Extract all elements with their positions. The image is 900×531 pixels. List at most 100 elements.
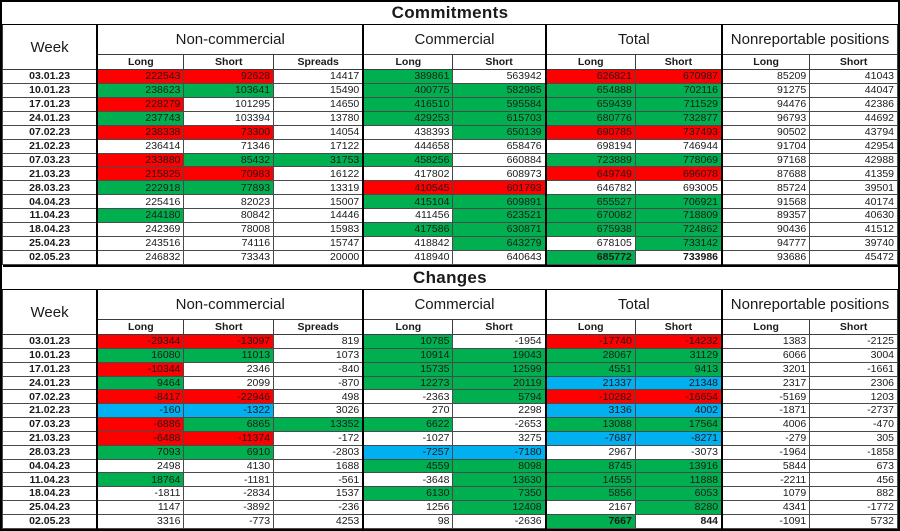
- value-cell: 389861: [362, 69, 454, 84]
- value-cell: 13630: [452, 472, 547, 488]
- value-cell: 236414: [96, 138, 185, 154]
- value-cell: -2636: [452, 513, 547, 530]
- value-cell: 8098: [452, 458, 547, 474]
- week-cell: 17.01.23: [2, 96, 99, 112]
- value-cell: 723889: [544, 152, 636, 168]
- table-row: 04.04.23 2498 4130 1688 4559 8098 8745 13916 584…: [2, 458, 898, 474]
- value-cell: 90502: [721, 124, 811, 140]
- value-cell: 5856: [544, 486, 636, 502]
- value-cell: 41512: [809, 222, 898, 238]
- value-cell: 73343: [183, 249, 275, 266]
- value-cell: 39740: [809, 236, 898, 251]
- week-cell: 24.01.23: [2, 110, 99, 126]
- value-cell: 418842: [362, 236, 454, 251]
- value-cell: 696078: [634, 166, 723, 182]
- value-cell: -279: [721, 430, 811, 446]
- value-cell: 2306: [809, 375, 898, 391]
- week-column-header: Week: [2, 289, 99, 335]
- value-cell: 1147: [96, 500, 185, 515]
- value-cell: -3073: [634, 444, 723, 460]
- value-cell: 13088: [544, 417, 636, 432]
- value-cell: 670082: [544, 208, 636, 224]
- value-cell: 6622: [362, 417, 454, 432]
- week-cell: 04.04.23: [2, 458, 99, 474]
- value-cell: 417586: [362, 222, 454, 238]
- group-header-noncommercial: Non-commercial: [96, 24, 364, 55]
- value-cell: 242369: [96, 222, 185, 238]
- value-cell: -2125: [809, 334, 898, 349]
- week-cell: 02.05.23: [2, 249, 99, 266]
- value-cell: -1091: [721, 513, 811, 530]
- value-cell: 3136: [544, 403, 636, 419]
- value-cell: 2298: [452, 403, 547, 419]
- table-row: 28.03.23 7093 6910 -2803 -7257 -7180 2967 -3073…: [2, 444, 898, 460]
- table-row: 21.02.23 -160 -1322 3026 270 2298 3136 4002 -187…: [2, 403, 898, 419]
- table-row: 04.04.23 225416 82023 15007 415104 609891 6555…: [2, 194, 898, 210]
- value-cell: 16080: [96, 347, 185, 363]
- changes-table: Changes Week Non-commercial Commercial T…: [2, 265, 899, 530]
- value-cell: 14446: [273, 208, 364, 224]
- value-cell: 14054: [273, 124, 364, 140]
- value-cell: 97168: [721, 152, 811, 168]
- week-cell: 28.03.23: [2, 444, 99, 460]
- table-row: 02.05.23 3316 -773 4253 98 -2636 7667 844 -1091 5…: [2, 513, 898, 530]
- table-row: 10.01.23 16080 11013 1073 10914 19043 28067 311…: [2, 347, 898, 363]
- value-cell: -1871: [721, 403, 811, 419]
- value-cell: 90436: [721, 222, 811, 238]
- value-cell: 89357: [721, 208, 811, 224]
- value-cell: -3648: [362, 472, 454, 488]
- week-cell: 10.01.23: [2, 347, 99, 363]
- col-header-nc-short: Short: [183, 54, 275, 70]
- value-cell: 243516: [96, 236, 185, 251]
- value-cell: -6886: [96, 417, 185, 432]
- value-cell: 673: [809, 458, 898, 474]
- value-cell: 623521: [452, 208, 547, 224]
- week-cell: 25.04.23: [2, 500, 99, 515]
- week-cell: 18.04.23: [2, 222, 99, 238]
- value-cell: 650139: [452, 124, 547, 140]
- value-cell: 15490: [273, 82, 364, 98]
- col-header-c-long: Long: [362, 54, 454, 70]
- changes-body: 03.01.23 -29344 -13097 819 10785 -1954 -17740-…: [2, 334, 898, 530]
- value-cell: 41043: [809, 69, 898, 84]
- value-cell: 82023: [183, 194, 275, 210]
- group-header-nonreportable: Nonreportable positions: [721, 289, 899, 320]
- value-cell: 15735: [362, 361, 454, 377]
- value-cell: 778069: [634, 152, 723, 168]
- table-row: 07.02.23 238338 73300 14054 438393 650139 6907…: [2, 124, 898, 140]
- value-cell: 733986: [634, 249, 723, 266]
- value-cell: 92628: [183, 69, 275, 84]
- value-cell: 456: [809, 472, 898, 488]
- value-cell: 737493: [634, 124, 723, 140]
- value-cell: 93686: [721, 249, 811, 266]
- value-cell: 654888: [544, 82, 636, 98]
- value-cell: 42386: [809, 96, 898, 112]
- value-cell: 31753: [273, 152, 364, 168]
- table-row: 02.05.23 246832 73343 20000 418940 640643 6857…: [2, 249, 898, 266]
- group-header-commercial: Commercial: [362, 289, 547, 320]
- table-row: 25.04.23 1147 -3892 -236 1256 12408 2167 8280 43…: [2, 500, 898, 515]
- value-cell: 40174: [809, 194, 898, 210]
- value-cell: 746944: [634, 138, 723, 154]
- value-cell: 305: [809, 430, 898, 446]
- value-cell: 73300: [183, 124, 275, 140]
- group-header-noncommercial: Non-commercial: [96, 289, 364, 320]
- value-cell: -1954: [452, 334, 547, 349]
- value-cell: 42988: [809, 152, 898, 168]
- value-cell: 15007: [273, 194, 364, 210]
- value-cell: -1322: [183, 403, 275, 419]
- value-cell: 640643: [452, 249, 547, 266]
- value-cell: 659439: [544, 96, 636, 112]
- value-cell: 42954: [809, 138, 898, 154]
- value-cell: 9413: [634, 361, 723, 377]
- value-cell: 10914: [362, 347, 454, 363]
- value-cell: -17740: [544, 334, 636, 349]
- value-cell: 87688: [721, 166, 811, 182]
- value-cell: 15983: [273, 222, 364, 238]
- value-cell: 733142: [634, 236, 723, 251]
- value-cell: 103641: [183, 82, 275, 98]
- value-cell: 5844: [721, 458, 811, 474]
- table-row: 21.02.23 236414 71346 17122 444658 658476 6981…: [2, 138, 898, 154]
- value-cell: 233880: [96, 152, 185, 168]
